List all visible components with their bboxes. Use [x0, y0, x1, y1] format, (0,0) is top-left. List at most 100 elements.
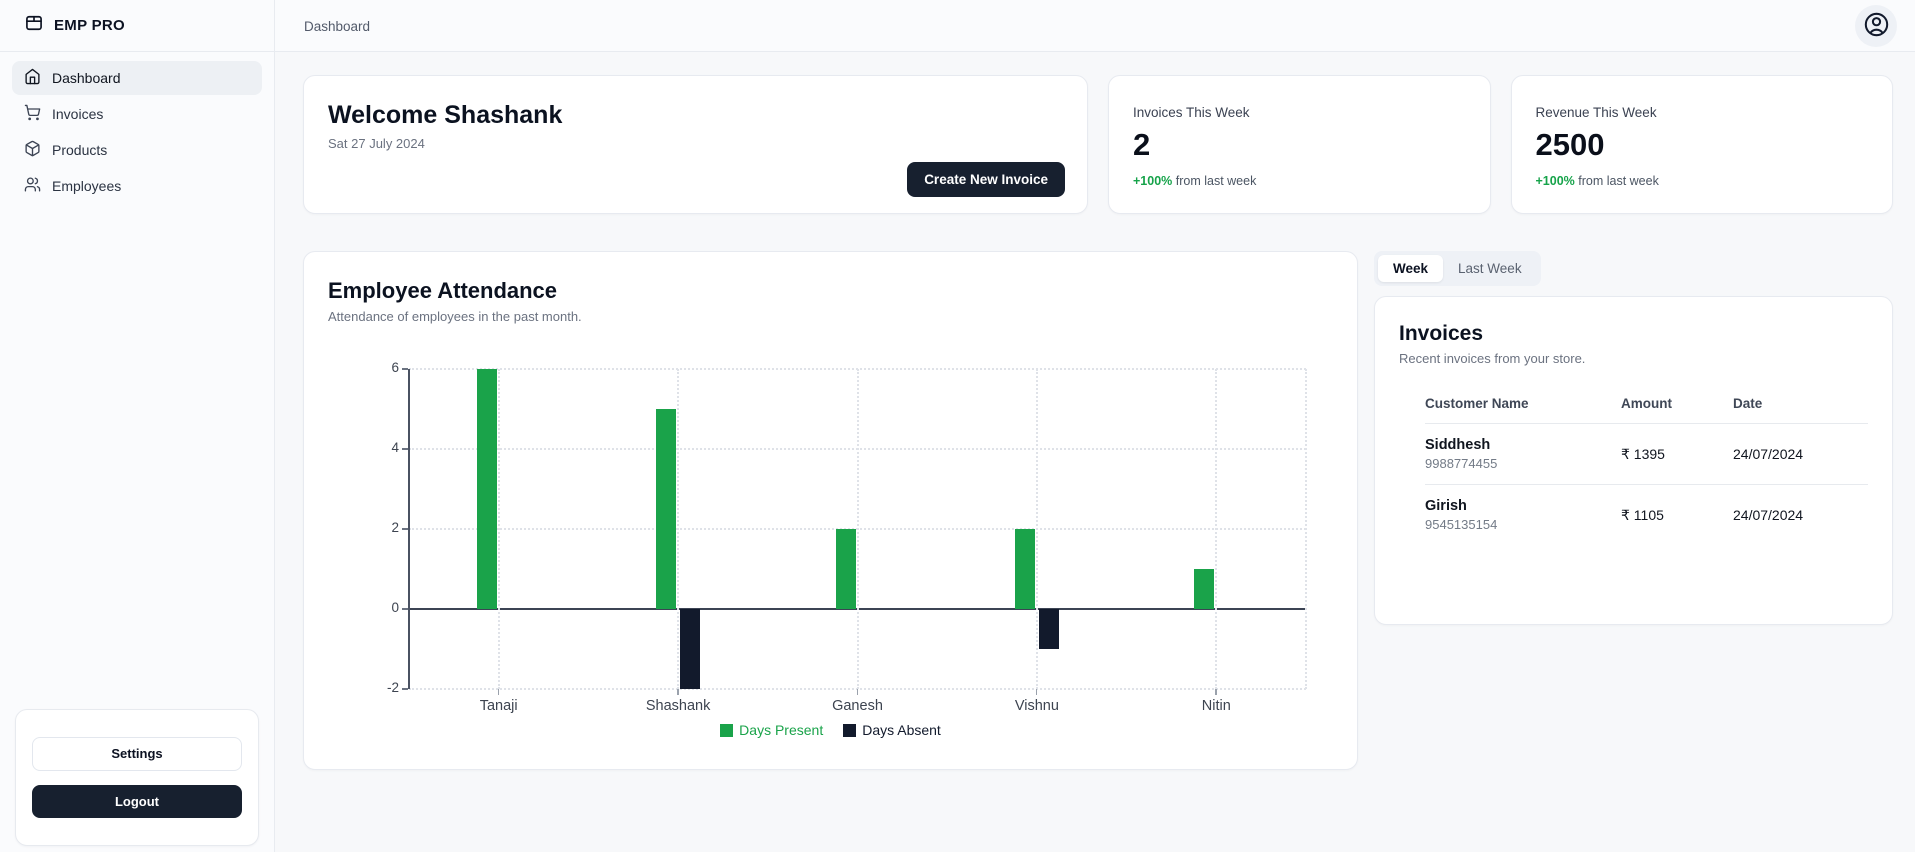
top-cards-row: Welcome Shashank Sat 27 July 2024 Create…	[303, 75, 1893, 214]
welcome-title: Welcome Shashank	[328, 101, 563, 129]
invoices-title: Invoices	[1399, 322, 1484, 345]
create-new-invoice-button[interactable]: Create New Invoice	[907, 162, 1065, 197]
customer-name: Siddhesh	[1425, 437, 1491, 453]
sidebar-item-dashboard[interactable]: Dashboard	[12, 61, 262, 95]
stat-label: Invoices This Week	[1133, 105, 1250, 120]
table-row: Siddhesh 9988774455 ₹ 1395 24/07/2024	[1425, 424, 1868, 485]
sidebar-item-invoices[interactable]: Invoices	[12, 97, 262, 131]
chart-subtitle: Attendance of employees in the past mont…	[328, 309, 582, 324]
y-tick-mark	[402, 448, 408, 450]
y-tick-label: 2	[391, 520, 399, 535]
stat-value: 2500	[1535, 127, 1605, 162]
attendance-chart-card: Employee Attendance Attendance of employ…	[303, 251, 1358, 770]
settings-button[interactable]: Settings	[32, 737, 242, 771]
x-tick-mark	[677, 689, 679, 695]
bar-days-present	[835, 529, 856, 609]
stat-delta: +100% from last week	[1133, 174, 1466, 188]
gridline-vertical	[677, 369, 680, 689]
bar-days-present	[1014, 529, 1035, 609]
breadcrumb: Dashboard	[304, 18, 371, 34]
x-tick-mark	[856, 689, 858, 695]
logout-button[interactable]: Logout	[32, 784, 242, 818]
legend-swatch	[843, 723, 857, 737]
x-tick-label: Tanaji	[479, 698, 518, 714]
y-tick-mark	[402, 608, 408, 610]
stat-label: Revenue This Week	[1535, 105, 1657, 120]
week-tabs: Week Last Week	[1374, 251, 1541, 286]
invoices-table-header: Customer Name Amount Date	[1425, 396, 1868, 424]
right-column: Week Last Week Invoices Recent invoices …	[1374, 251, 1893, 625]
tab-last-week[interactable]: Last Week	[1443, 255, 1537, 282]
sidebar-item-label: Products	[52, 142, 108, 158]
attendance-bar-chart: 6 4 2 0 -2 Tanaji Shashank Ganesh Vishnu Nitin Day…	[304, 252, 1357, 769]
user-menu-button[interactable]	[1855, 5, 1897, 47]
legend-swatch	[720, 723, 734, 737]
chart-title: Employee Attendance	[328, 278, 558, 303]
tab-week[interactable]: Week	[1378, 255, 1444, 282]
bottom-row: Employee Attendance Attendance of employ…	[303, 251, 1893, 770]
users-icon	[24, 176, 41, 196]
welcome-card: Welcome Shashank Sat 27 July 2024 Create…	[303, 75, 1088, 214]
sidebar-item-label: Dashboard	[52, 70, 121, 86]
sidebar-item-employees[interactable]: Employees	[12, 169, 262, 203]
stat-value: 2	[1133, 127, 1151, 162]
gridline-vertical	[497, 369, 500, 689]
sidebar: EMP PRO Dashboard Invoices Products	[0, 0, 275, 852]
recent-invoices-card: Invoices Recent invoices from your store…	[1374, 296, 1893, 625]
stat-delta-percent: +100%	[1535, 174, 1575, 188]
bar-days-present	[476, 369, 497, 609]
x-tick-mark	[1215, 689, 1217, 695]
y-tick-mark	[402, 368, 408, 370]
stat-card-revenue: Revenue This Week 2500 +100% from last w…	[1510, 75, 1893, 214]
column-amount: Amount	[1621, 396, 1672, 411]
package-icon	[24, 140, 41, 160]
legend-label: Days Present	[739, 722, 824, 738]
gridline-vertical	[1215, 369, 1218, 689]
y-tick-mark	[402, 528, 408, 530]
y-tick-label: 4	[391, 440, 399, 455]
package-icon	[24, 13, 44, 38]
x-tick-label: Vishnu	[1014, 698, 1059, 714]
stat-card-invoices: Invoices This Week 2 +100% from last wee…	[1108, 75, 1491, 214]
stat-delta: +100% from last week	[1536, 174, 1869, 188]
sidebar-nav: Dashboard Invoices Products Employees	[0, 52, 274, 214]
chart-legend: Days Present Days Absent	[304, 722, 1357, 738]
welcome-date: Sat 27 July 2024	[328, 136, 425, 151]
column-date: Date	[1733, 396, 1763, 411]
x-tick-label: Nitin	[1201, 698, 1231, 714]
bar-days-present	[656, 409, 677, 609]
amount-cell: ₹ 1105	[1621, 506, 1664, 523]
amount-cell: ₹ 1395	[1621, 445, 1665, 462]
x-tick-label: Ganesh	[832, 698, 883, 714]
bar-days-present	[1194, 569, 1215, 609]
stat-delta-percent: +100%	[1133, 174, 1173, 188]
x-tick-mark	[1035, 689, 1038, 695]
stat-delta-suffix: from last week	[1574, 174, 1659, 188]
table-row: Girish 9545135154 ₹ 1105 24/07/2024	[1425, 485, 1868, 545]
sidebar-footer-card: Settings Logout	[15, 709, 259, 846]
shopping-cart-icon	[24, 104, 41, 124]
legend-label: Days Absent	[862, 722, 941, 738]
customer-phone: 9988774455	[1425, 456, 1498, 471]
y-tick-label: -2	[386, 680, 399, 695]
invoices-subtitle: Recent invoices from your store.	[1399, 351, 1586, 366]
y-tick-label: 6	[391, 360, 399, 375]
y-axis-line	[408, 369, 410, 689]
x-tick-mark	[497, 689, 500, 695]
customer-cell: Girish 9545135154	[1425, 498, 1621, 532]
topbar: Dashboard	[275, 0, 1915, 52]
sidebar-item-products[interactable]: Products	[12, 133, 262, 167]
x-tick-label: Shashank	[645, 698, 711, 714]
app-name: EMP PRO	[54, 17, 126, 34]
date-cell: 24/07/2024	[1733, 507, 1804, 523]
invoices-table: Customer Name Amount Date Siddhesh 99887…	[1399, 396, 1868, 545]
stat-delta-suffix: from last week	[1172, 174, 1257, 188]
y-tick-mark	[402, 688, 408, 690]
legend-item: Days Absent	[843, 722, 941, 738]
customer-phone: 9545135154	[1425, 517, 1498, 532]
sidebar-item-label: Employees	[52, 178, 122, 194]
gridline-vertical	[1035, 369, 1038, 689]
gridline-vertical	[1305, 369, 1307, 689]
customer-name: Girish	[1425, 498, 1467, 514]
